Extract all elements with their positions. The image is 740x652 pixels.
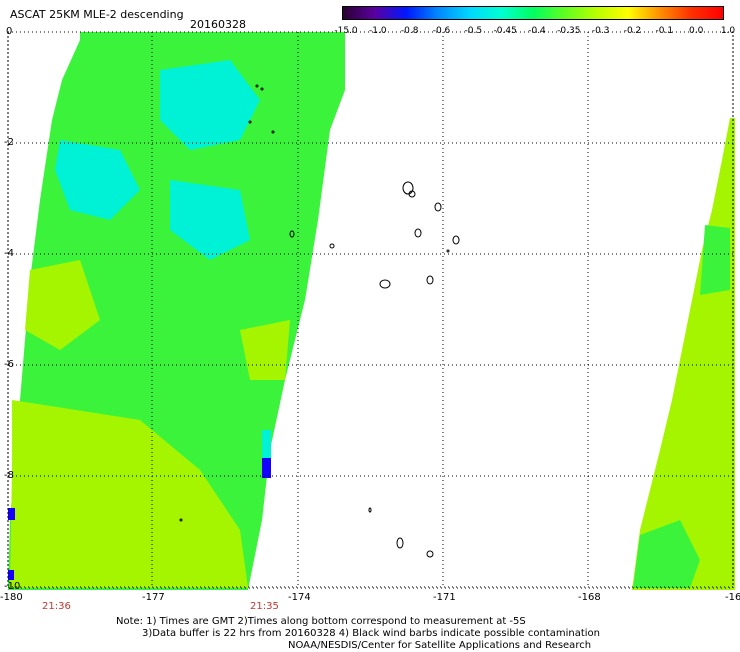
swath-right-green-2: [700, 225, 730, 295]
colorbar-label: -0.45: [493, 26, 517, 36]
swath-left-cyan-edge: [262, 430, 271, 458]
x-tick-label: -177: [142, 592, 165, 603]
swath-left-cyan-1: [160, 60, 260, 150]
island-outline: [402, 181, 414, 195]
colorbar-label: -0.35: [557, 26, 581, 36]
y-tick-label: -10: [4, 581, 21, 592]
swath-left-cyan-2: [55, 140, 140, 220]
y-tick-label: -2: [4, 137, 14, 148]
island-outline: [179, 518, 183, 522]
island-outline: [452, 235, 460, 245]
island-outline: [426, 275, 434, 285]
colorbar-label: -15.0: [334, 26, 358, 36]
colorbar-label: -0.2: [623, 26, 642, 36]
swath-left-blue-2: [8, 508, 15, 520]
colorbar-label: -0.8: [400, 26, 419, 36]
y-tick-label: 0: [6, 26, 13, 37]
map-title: ASCAT 25KM MLE-2 descending: [10, 8, 184, 21]
swath-right-green-1: [633, 520, 700, 588]
time-label: 21:36: [42, 601, 71, 612]
island-outline: [426, 550, 434, 558]
colorbar-label: 1.0: [720, 26, 736, 36]
footnote-line-3: NOAA/NESDIS/Center for Satellite Applica…: [288, 640, 592, 651]
island-outline: [408, 190, 416, 198]
colorbar-label: -0.3: [591, 26, 610, 36]
x-tick-label: -16: [725, 592, 740, 603]
island-outline: [368, 507, 372, 513]
colorbar-labels: -15.0 -1.0 -0.8 -0.6 -0.5 -0.45 -0.4 -0.35 -0.3 -…: [332, 26, 736, 38]
island-outline: [271, 130, 275, 134]
swath-left-yg-2: [25, 260, 100, 350]
swath-right: [632, 118, 735, 590]
island-outline: [434, 202, 442, 212]
colorbar-label: -0.1: [655, 26, 674, 36]
time-label: 21:35: [250, 601, 279, 612]
island-outline: [260, 87, 264, 91]
x-tick-label: -174: [288, 592, 311, 603]
x-tick-label: -171: [433, 592, 456, 603]
y-tick-label: -6: [4, 359, 14, 370]
colorbar-label: 0.0: [688, 26, 704, 36]
grid-lines: [7, 31, 734, 589]
swath-right-base: [632, 118, 735, 590]
colorbar-label: -1.0: [369, 26, 387, 36]
footnote-line-2: 3)Data buffer is 22 hrs from 20160328 4)…: [142, 628, 600, 639]
swath-left-blue-3: [8, 570, 14, 580]
map-frame: [7, 31, 734, 589]
footnote: Note: 1) Times are GMT 2)Times along bot…: [116, 616, 600, 652]
island-outline: [396, 537, 404, 549]
colorbar-label: -0.6: [432, 26, 451, 36]
island-outline: [289, 230, 295, 238]
swath-left-yg-1: [10, 400, 248, 588]
island-outline: [414, 228, 422, 238]
swath-left: [8, 32, 345, 590]
swath-left-blue-1: [262, 458, 271, 478]
coastlines: [179, 84, 460, 558]
island-outline: [379, 279, 391, 289]
swath-left-cyan-3: [170, 180, 250, 260]
x-tick-label: -180: [0, 592, 23, 603]
island-outline: [255, 84, 259, 88]
y-tick-label: -8: [4, 470, 14, 481]
island-outline: [248, 120, 252, 124]
y-tick-label: -4: [4, 248, 14, 259]
island-outline: [329, 243, 335, 249]
footnote-line-1: Note: 1) Times are GMT 2)Times along bot…: [116, 616, 526, 627]
island-outline: [446, 249, 450, 253]
map-date: 20160328: [190, 18, 246, 31]
colorbar-label: -0.4: [528, 26, 546, 36]
colorbar: [342, 6, 724, 20]
x-tick-label: -168: [578, 592, 601, 603]
colorbar-label: -0.5: [464, 26, 483, 36]
